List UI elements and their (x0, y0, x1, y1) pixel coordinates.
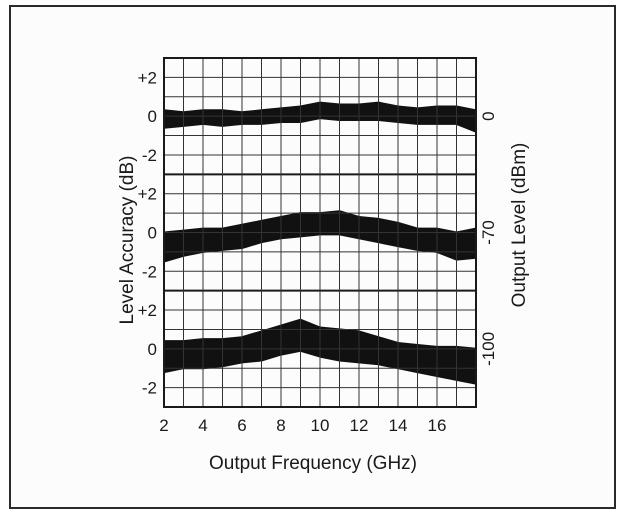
y-tick-label: -2 (142, 262, 157, 281)
x-axis-title: Output Frequency (GHz) (209, 453, 417, 474)
y-tick-label: -2 (142, 379, 157, 398)
labels-layer: +2 0 -2 0 +2 0 -2 -70 +2 0 -2 -100 2 4 6 8 10 12 14 16 (138, 68, 498, 435)
figure-frame (9, 5, 616, 509)
output-level-label: 0 (479, 111, 498, 120)
y-tick-label: 0 (148, 224, 157, 243)
y-tick-label: 0 (148, 107, 157, 126)
x-tick-label: 16 (428, 416, 447, 435)
x-tick-label: 8 (276, 416, 285, 435)
x-tick-label: 2 (159, 416, 168, 435)
y-tick-label: +2 (138, 68, 157, 87)
output-level-label: -70 (479, 220, 498, 245)
x-tick-label: 10 (311, 416, 330, 435)
y-axis-title-left: Level Accuracy (dB) (117, 156, 138, 325)
plot-frame (163, 57, 477, 408)
y-axis-title-right: Output Level (dBm) (509, 143, 530, 308)
x-tick-label: 14 (389, 416, 408, 435)
y-tick-label: -2 (142, 146, 157, 165)
x-tick-label: 6 (237, 416, 246, 435)
y-tick-label: +2 (138, 185, 157, 204)
x-tick-label: 12 (350, 416, 369, 435)
grid-layer (163, 57, 477, 408)
y-tick-label: 0 (148, 340, 157, 359)
x-tick-label: 4 (198, 416, 207, 435)
output-level-label: -100 (479, 332, 498, 366)
y-tick-label: +2 (138, 301, 157, 320)
